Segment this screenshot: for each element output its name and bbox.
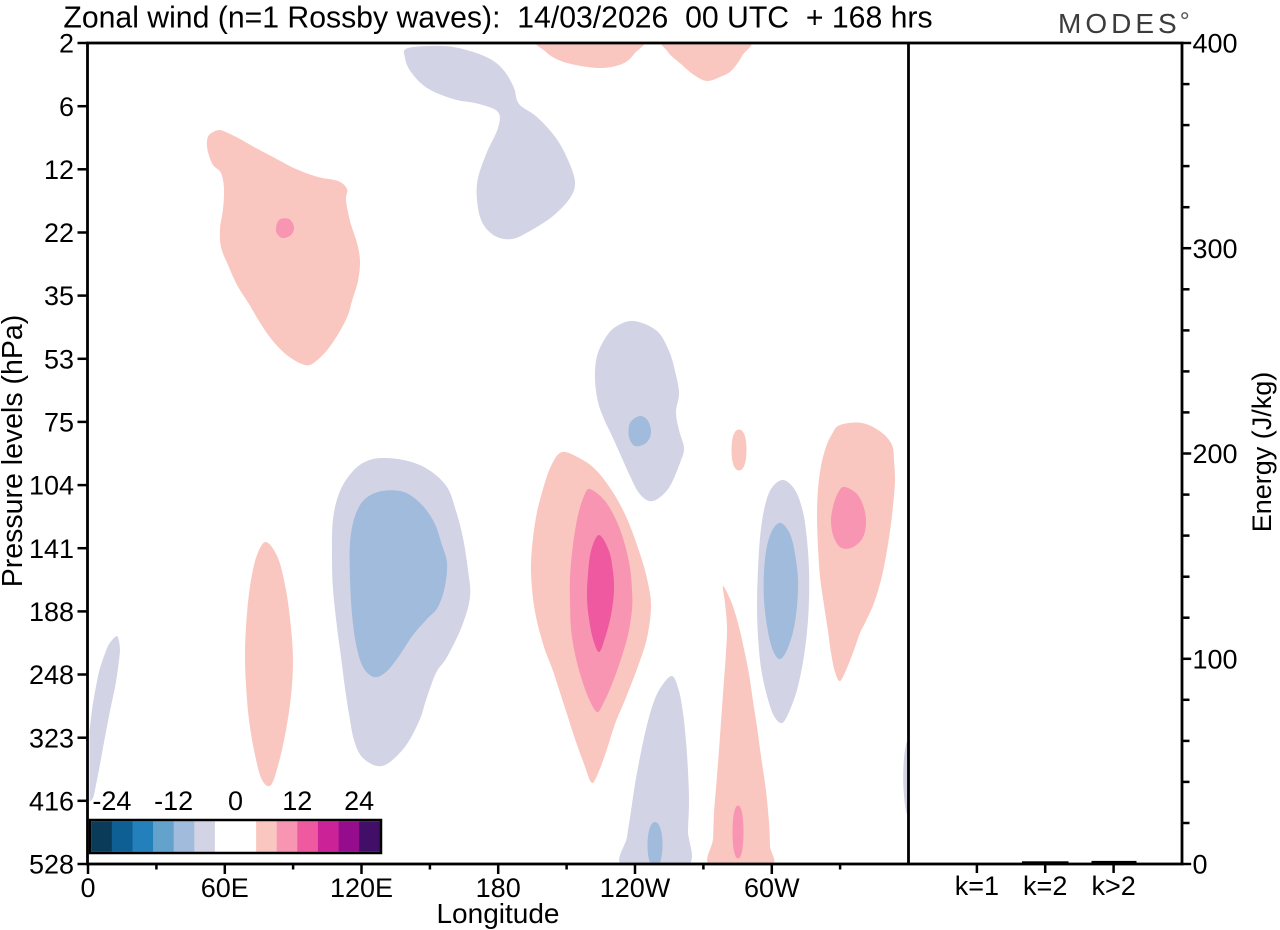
svg-text:0: 0 <box>80 873 95 903</box>
svg-text:200: 200 <box>1193 439 1238 469</box>
svg-text:0: 0 <box>1193 850 1208 880</box>
svg-text:248: 248 <box>29 660 74 690</box>
svg-text:-24: -24 <box>92 786 131 816</box>
svg-text:24: 24 <box>344 786 374 816</box>
svg-text:Zonal wind (n=1 Rossby waves):: Zonal wind (n=1 Rossby waves): 14/03/202… <box>63 2 932 35</box>
svg-text:188: 188 <box>29 597 74 627</box>
svg-text:416: 416 <box>29 786 74 816</box>
svg-text:k=2: k=2 <box>1023 871 1067 901</box>
svg-text:300: 300 <box>1193 234 1238 264</box>
svg-text:6: 6 <box>59 92 74 122</box>
svg-text:Pressure levels (hPa): Pressure levels (hPa) <box>0 315 29 587</box>
svg-text:528: 528 <box>29 850 74 880</box>
svg-text:120W: 120W <box>600 873 671 903</box>
svg-text:12: 12 <box>282 786 312 816</box>
svg-text:35: 35 <box>44 281 74 311</box>
svg-text:k>2: k>2 <box>1091 871 1135 901</box>
svg-text:0: 0 <box>228 786 243 816</box>
svg-text:Longitude: Longitude <box>436 898 559 929</box>
svg-text:22: 22 <box>44 218 74 248</box>
svg-text:60E: 60E <box>201 873 249 903</box>
svg-text:12: 12 <box>44 155 74 185</box>
svg-text:323: 323 <box>29 723 74 753</box>
svg-text:120E: 120E <box>330 873 393 903</box>
svg-text:100: 100 <box>1193 644 1238 674</box>
svg-text:53: 53 <box>44 344 74 374</box>
svg-text:-12: -12 <box>154 786 193 816</box>
svg-text:60W: 60W <box>744 873 800 903</box>
svg-text:2: 2 <box>59 29 74 59</box>
svg-text:k=1: k=1 <box>955 871 999 901</box>
svg-text:400: 400 <box>1193 29 1238 59</box>
svg-text:104: 104 <box>29 471 74 501</box>
svg-text:Energy (J/kg): Energy (J/kg) <box>1247 372 1277 533</box>
svg-text:75: 75 <box>44 408 74 438</box>
svg-text:MODES: MODES <box>1058 8 1181 39</box>
svg-text:141: 141 <box>29 534 74 564</box>
svg-text:180: 180 <box>476 873 521 903</box>
